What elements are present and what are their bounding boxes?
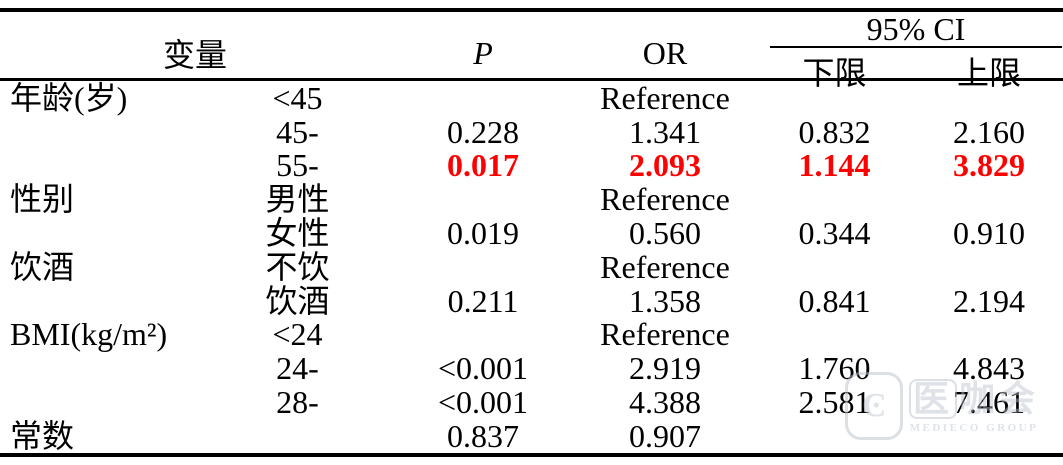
cell-category: 饮酒 bbox=[265, 282, 330, 319]
cell-ci-lower: 0.344 bbox=[798, 215, 871, 252]
cell-ci-upper: 0.910 bbox=[953, 215, 1025, 252]
table-body: 年龄(岁) <45 Reference 45- 0.228 1.341 0.83… bbox=[0, 81, 1063, 453]
cell-variable: 性别 bbox=[10, 181, 75, 218]
cell-category: 45- bbox=[276, 113, 319, 150]
header-ci-sub: 下限 上限 bbox=[754, 48, 1063, 94]
header-divider bbox=[0, 78, 1063, 81]
cell-ci-upper: 7.461 bbox=[953, 384, 1025, 421]
cell-or: Reference bbox=[600, 79, 730, 116]
cell-p: <0.001 bbox=[437, 350, 529, 387]
cell-ci-upper: 2.194 bbox=[953, 282, 1025, 319]
cell-variable bbox=[0, 115, 205, 149]
cell-ci-upper: 4.843 bbox=[953, 350, 1025, 387]
cell-variable bbox=[0, 385, 205, 419]
table-row: 常数 0.837 0.907 bbox=[0, 419, 1063, 453]
cell-or: 0.907 bbox=[629, 417, 701, 454]
cell-variable bbox=[0, 284, 205, 318]
cell-p bbox=[390, 250, 576, 284]
cell-ci-lower bbox=[754, 419, 915, 453]
cell-category: 28- bbox=[276, 384, 319, 421]
cell-p: 0.837 bbox=[447, 417, 519, 454]
cell-ci-upper bbox=[915, 419, 1063, 453]
cell-ci-lower: 0.832 bbox=[798, 113, 871, 150]
cell-ci-upper bbox=[915, 81, 1063, 115]
cell-ci-upper: 2.160 bbox=[953, 113, 1025, 150]
cell-or: Reference bbox=[600, 181, 730, 218]
table-row: 年龄(岁) <45 Reference bbox=[0, 81, 1063, 115]
header-ci-lower: 下限 bbox=[802, 55, 867, 91]
table-row: 28- <0.001 4.388 2.581 7.461 bbox=[0, 385, 1063, 419]
table-top-border bbox=[0, 8, 1063, 12]
table-header: 变量 P OR 95% CI 下限 上限 bbox=[0, 11, 1063, 91]
table-row: 女性 0.019 0.560 0.344 0.910 bbox=[0, 216, 1063, 250]
cell-variable: BMI(kg/m²) bbox=[10, 316, 168, 353]
header-variable: 变量 bbox=[162, 37, 227, 73]
cell-or: 0.560 bbox=[629, 215, 701, 252]
cell-or: 1.358 bbox=[629, 282, 701, 319]
cell-or: Reference bbox=[600, 316, 730, 353]
cell-variable bbox=[0, 216, 205, 250]
table-bottom-border bbox=[0, 453, 1063, 457]
cell-category: <45 bbox=[272, 79, 323, 116]
table-row: 24- <0.001 2.919 1.760 4.843 bbox=[0, 351, 1063, 385]
cell-category: 24- bbox=[276, 350, 319, 387]
cell-or: 2.919 bbox=[629, 350, 701, 387]
cell-ci-lower: 2.581 bbox=[798, 384, 871, 421]
cell-variable: 饮酒 bbox=[10, 248, 75, 285]
cell-ci-upper bbox=[915, 250, 1063, 284]
cell-variable bbox=[0, 149, 205, 183]
cell-ci-upper bbox=[915, 182, 1063, 216]
cell-p: 0.017 bbox=[447, 147, 519, 184]
header-ci-group: 95% CI 下限 上限 bbox=[754, 11, 1063, 94]
header-p-value: P bbox=[473, 34, 493, 71]
table-row-highlighted: 55- 0.017 2.093 1.144 3.829 bbox=[0, 149, 1063, 183]
header-ci-upper: 上限 bbox=[956, 55, 1021, 91]
cell-ci-lower: 1.760 bbox=[798, 350, 871, 387]
table-row: 饮酒 0.211 1.358 0.841 2.194 bbox=[0, 284, 1063, 318]
table-row: 45- 0.228 1.341 0.832 2.160 bbox=[0, 115, 1063, 149]
cell-ci-upper: 3.829 bbox=[953, 147, 1025, 184]
table-row: BMI(kg/m²) <24 Reference bbox=[0, 318, 1063, 352]
cell-or: 1.341 bbox=[629, 113, 701, 150]
cell-or: 4.388 bbox=[629, 384, 701, 421]
cell-ci-upper bbox=[915, 318, 1063, 352]
cell-variable: 常数 bbox=[10, 417, 75, 454]
cell-ci-lower: 0.841 bbox=[798, 282, 871, 319]
cell-ci-lower bbox=[754, 182, 915, 216]
cell-p: <0.001 bbox=[437, 384, 529, 421]
cell-p bbox=[390, 81, 576, 115]
cell-category: 55- bbox=[276, 147, 319, 184]
cell-ci-lower: 1.144 bbox=[798, 147, 871, 184]
header-odds-ratio: OR bbox=[642, 34, 688, 71]
cell-p: 0.211 bbox=[447, 282, 519, 319]
header-ci: 95% CI bbox=[770, 11, 1062, 48]
cell-or: Reference bbox=[600, 248, 730, 285]
table-row: 性别 男性 Reference bbox=[0, 182, 1063, 216]
cell-category: <24 bbox=[272, 316, 323, 353]
cell-category: 不饮 bbox=[265, 248, 330, 285]
cell-variable: 年龄(岁) bbox=[10, 79, 128, 116]
cell-p: 0.019 bbox=[447, 215, 519, 252]
cell-or: 2.093 bbox=[629, 147, 701, 184]
cell-ci-lower bbox=[754, 318, 915, 352]
cell-variable bbox=[0, 351, 205, 385]
cell-ci-lower bbox=[754, 81, 915, 115]
cell-category: 男性 bbox=[265, 181, 330, 218]
table-row: 饮酒 不饮 Reference bbox=[0, 250, 1063, 284]
cell-ci-lower bbox=[754, 250, 915, 284]
cell-category bbox=[205, 419, 390, 453]
cell-p bbox=[390, 182, 576, 216]
cell-p: 0.228 bbox=[447, 113, 519, 150]
cell-p bbox=[390, 318, 576, 352]
cell-category: 女性 bbox=[265, 215, 330, 252]
